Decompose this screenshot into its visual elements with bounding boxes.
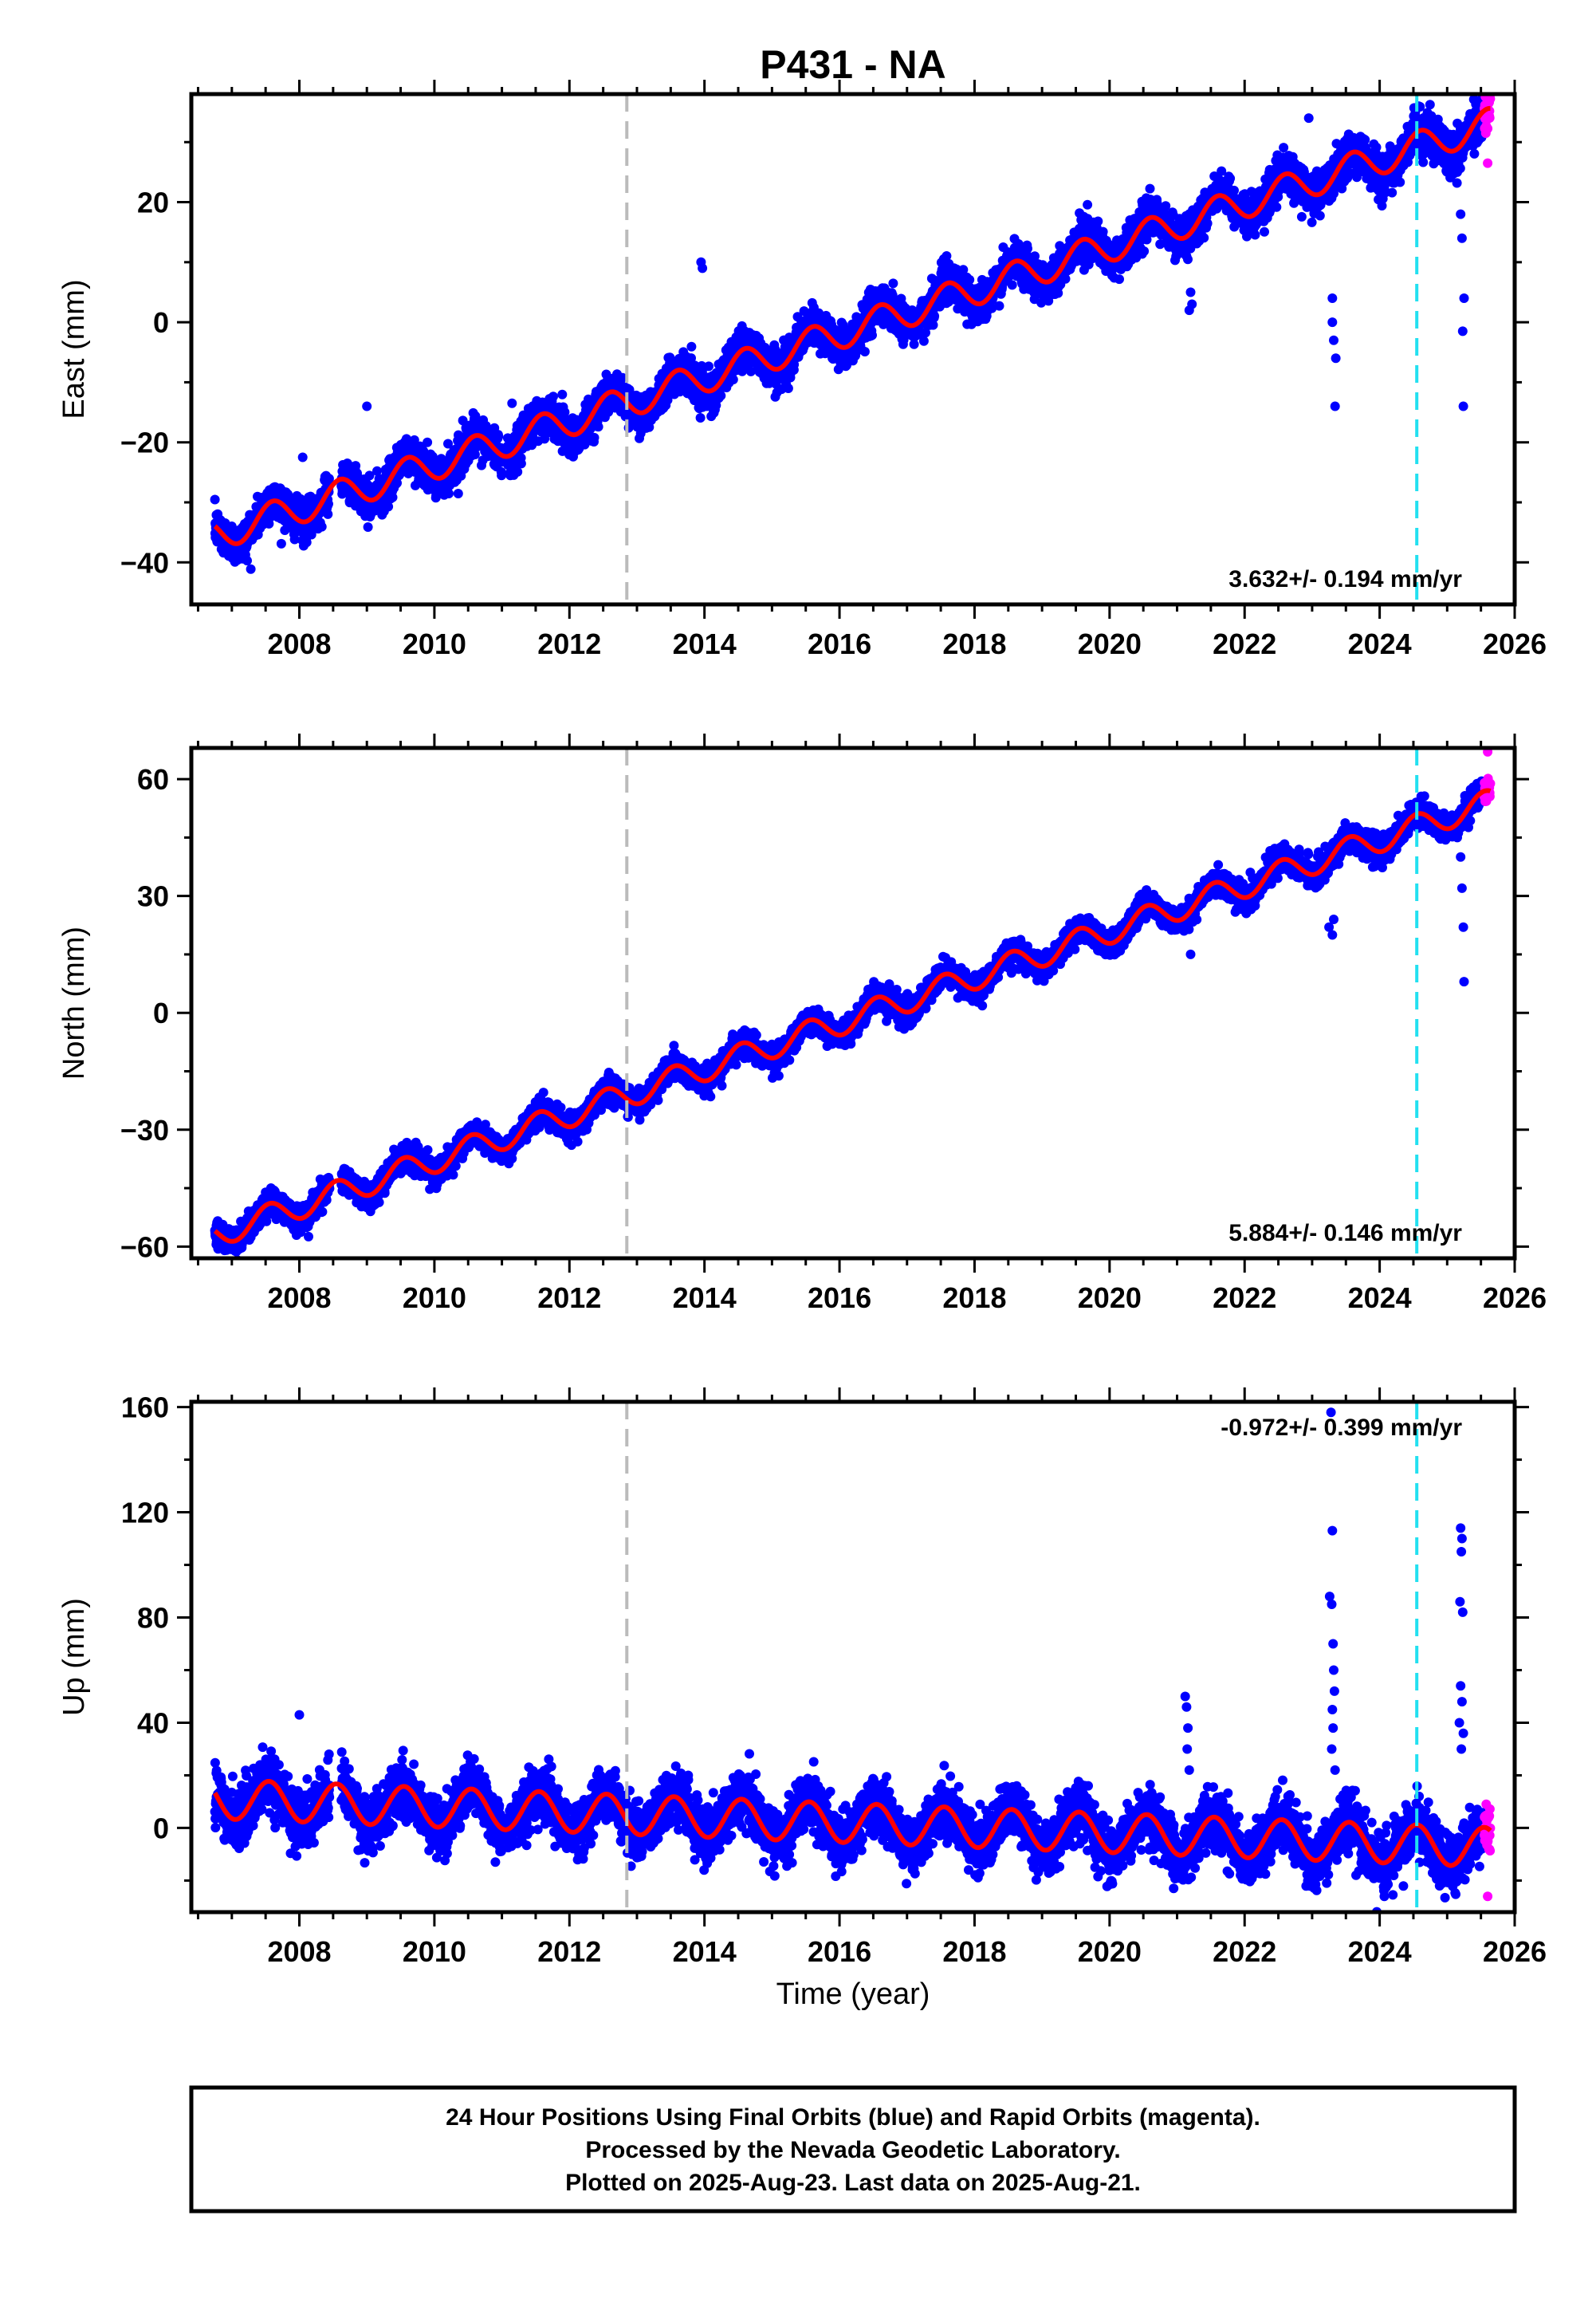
final-orbit-point	[276, 538, 286, 549]
final-orbit-point	[1114, 274, 1124, 285]
final-orbit-point	[1145, 183, 1155, 194]
final-orbit-point	[323, 509, 333, 519]
final-orbit-point	[423, 437, 433, 447]
final-orbit-point	[324, 499, 333, 510]
final-orbit-point	[453, 489, 463, 498]
chart-title: P431 - NA	[760, 42, 945, 87]
final-orbit-point	[1083, 199, 1093, 210]
final-orbit-point	[351, 461, 361, 471]
final-orbit-point	[1139, 246, 1150, 256]
final-orbit-point	[994, 301, 1004, 311]
final-orbit-point	[859, 347, 870, 356]
final-orbit-point	[867, 330, 877, 340]
panels-container: 2008 2010 2012 2014 2016 2018 2020 2022 2024 2026…	[57, 80, 1547, 1968]
final-orbit-point	[497, 470, 507, 481]
final-orbit-point	[383, 502, 394, 512]
final-orbit-point	[1023, 243, 1032, 254]
final-orbit-point	[443, 439, 453, 449]
final-orbit-point	[783, 384, 793, 393]
final-orbit-point	[513, 466, 523, 477]
final-orbit-point	[704, 361, 713, 372]
final-orbit-point	[1098, 226, 1108, 237]
final-orbit-point	[316, 521, 327, 532]
final-orbit-point	[930, 311, 940, 321]
final-orbit-point	[593, 422, 603, 432]
data-points-east	[210, 94, 1496, 574]
final-orbit-point	[301, 537, 312, 548]
final-orbit-point	[493, 431, 504, 442]
final-orbit-point	[888, 278, 898, 289]
final-orbit-point	[444, 489, 454, 498]
final-orbit-point	[210, 494, 220, 505]
final-orbit-point	[695, 413, 706, 423]
final-orbit-point	[363, 522, 373, 532]
final-orbit-point	[1093, 216, 1103, 226]
panel-east: 2008 2010 2012 2014 2016 2018 2020 2022 2024 2026…	[57, 80, 1547, 660]
final-orbit-point	[372, 466, 382, 476]
final-orbit-point	[246, 564, 256, 574]
final-orbit-point	[364, 470, 375, 481]
final-orbit-point	[392, 478, 402, 488]
final-orbit-point	[387, 492, 398, 502]
final-orbit-point	[589, 432, 599, 443]
final-orbit-point	[686, 341, 697, 352]
final-orbit-point	[289, 534, 300, 545]
final-orbit-point	[548, 392, 558, 402]
final-orbit-point	[1007, 280, 1017, 290]
final-orbit-point	[557, 389, 568, 399]
final-orbit-point	[409, 435, 419, 445]
final-orbit-point	[516, 458, 526, 469]
final-orbit-point	[918, 336, 929, 346]
final-orbit-point	[242, 556, 252, 566]
